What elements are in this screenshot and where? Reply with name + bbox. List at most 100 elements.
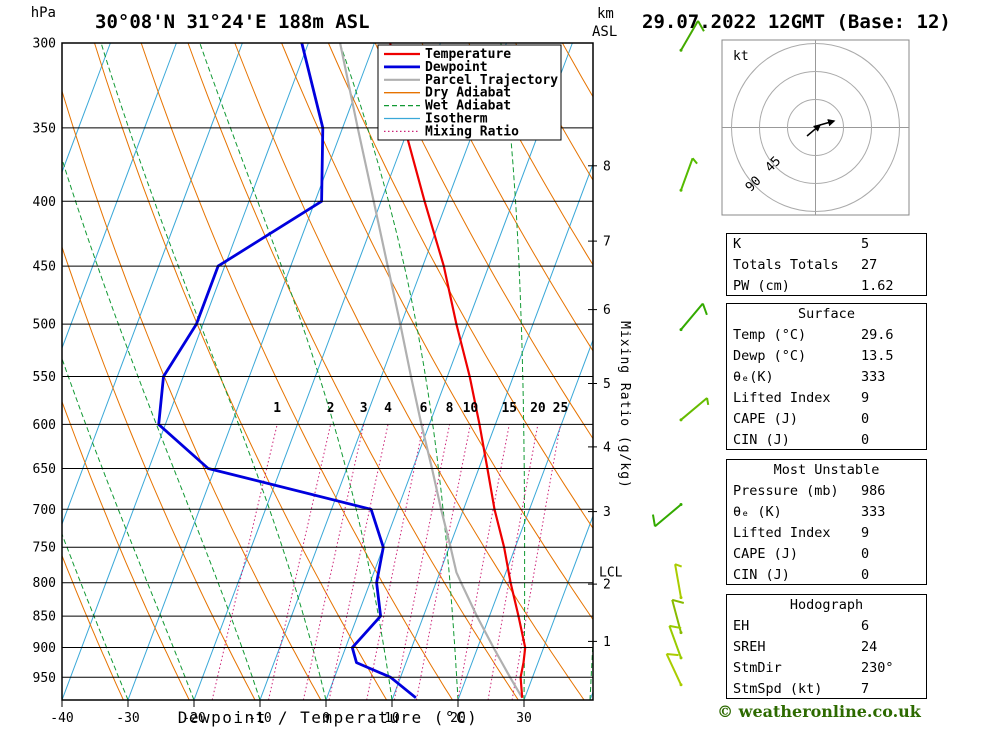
temp-tick-label: -20 (182, 711, 205, 726)
legend-label: Parcel Trajectory (425, 73, 558, 88)
temp-tick-label: -40 (50, 711, 73, 726)
dry-adiabat-line (62, 245, 256, 700)
stat-label: Lifted Index (733, 390, 831, 406)
isotherm-line (62, 43, 111, 174)
mixing-ratio-line (511, 424, 561, 700)
hodograph-table: Hodograph EH 6 SREH 24 StmDir 230° StmSpd (kt)… (726, 594, 927, 699)
mixing-ratio-label: 6 (420, 401, 428, 416)
mixing-ratio-line (487, 424, 539, 700)
wet-adiabat-line (339, 43, 459, 700)
stat-label: EH (733, 618, 750, 634)
temp-tick-label: 20 (450, 711, 466, 726)
wet-adiabat-line (62, 357, 195, 700)
pressure-tick-label: 500 (33, 318, 56, 333)
stat-row: PW (cm) 1.62 (727, 276, 926, 297)
stat-row: CAPE (J) 0 (727, 544, 926, 565)
stat-label: PW (cm) (733, 278, 790, 294)
km-tick-label: 2 (603, 578, 611, 593)
mixing-ratio-line (415, 424, 471, 700)
most-unstable-table: Most Unstable Pressure (mb) 986 θₑ (K) 333 L… (726, 459, 927, 585)
stat-label: SREH (733, 639, 766, 655)
indices-rows: K 5 Totals Totals 27 PW (cm) 1.62 (727, 234, 926, 297)
dry-adiabat-line (468, 43, 593, 266)
stat-label: CIN (J) (733, 567, 790, 583)
stat-row: Totals Totals 27 (727, 255, 926, 276)
stat-row: θₑ(K) 333 (727, 367, 926, 388)
hodograph-unit-label: kt (733, 49, 749, 64)
stat-value: 333 (861, 504, 886, 520)
stat-label: CAPE (J) (733, 411, 799, 427)
dry-adiabat-line (374, 43, 593, 440)
pressure-tick-label: 750 (33, 541, 56, 556)
dry-adiabat-line (62, 554, 124, 700)
temp-tick-label: 10 (384, 711, 400, 726)
mixing-ratio-label: 15 (501, 401, 517, 416)
stat-label: Lifted Index (733, 525, 831, 541)
stat-row: Lifted Index 9 (727, 523, 926, 544)
station-title: 30°08'N 31°24'E 188m ASL (95, 11, 370, 33)
pressure-tick-label: 400 (33, 195, 56, 210)
isotherm-line (259, 43, 507, 700)
dry-adiabat-line (327, 43, 593, 530)
km-tick-label: 4 (603, 440, 611, 455)
stat-row: Lifted Index 9 (727, 388, 926, 409)
legend-label: Isotherm (425, 112, 488, 127)
pressure-tick-label: 850 (33, 610, 56, 625)
temp-tick-label: 30 (516, 711, 532, 726)
mixing-ratio-label: 3 (360, 401, 368, 416)
wind-barb (665, 652, 683, 687)
hodograph-table-header: Hodograph (789, 597, 864, 613)
stat-label: K (733, 236, 742, 252)
wind-barb (674, 563, 683, 600)
dry-adiabat-line (140, 43, 453, 700)
stat-label: CAPE (J) (733, 546, 799, 562)
stat-row: Dewp (°C) 13.5 (727, 346, 926, 367)
stat-row: Pressure (mb) 986 (727, 481, 926, 502)
mixing-ratio-label: 8 (446, 401, 454, 416)
legend-label: Dry Adiabat (425, 86, 511, 101)
pressure-tick-label: 450 (33, 260, 56, 275)
stat-label: Dewp (°C) (733, 348, 807, 364)
dry-adiabat-line (234, 43, 585, 700)
mixing-ratio-label: 4 (384, 401, 392, 416)
mixing-ratio-line (302, 424, 365, 700)
stat-label: θₑ (K) (733, 504, 782, 520)
stat-row: EH 6 (727, 616, 926, 637)
stat-label: Totals Totals (733, 257, 839, 273)
isotherm-line (457, 338, 593, 700)
temp-tick-label: -30 (116, 711, 139, 726)
x-axis-label: Dewpoint / Temperature (°C) (178, 708, 479, 727)
isotherm-line (62, 43, 309, 700)
isotherm-line (391, 162, 593, 700)
plot-grid (62, 43, 593, 700)
mixing-ratio-label: 10 (463, 401, 479, 416)
stat-value: 24 (861, 639, 878, 655)
hodograph-ring (787, 99, 844, 156)
wind-barb (679, 302, 708, 332)
km-tick-label: 1 (603, 635, 611, 650)
wind-barb (668, 624, 683, 660)
pressure-tick-label: 800 (33, 576, 56, 591)
wet-adiabat-line (500, 43, 526, 700)
pressure-tick-label: 700 (33, 503, 56, 518)
most-unstable-rows: Pressure (mb) 986 θₑ (K) 333 Lifted Index 9 CA… (727, 481, 926, 586)
km-unit-label: km (597, 6, 614, 22)
plot-frame (61, 42, 594, 701)
stat-row: θₑ (K) 333 (727, 502, 926, 523)
footer-credit[interactable]: © weatheronline.co.uk (717, 702, 921, 721)
hodograph-ring (731, 43, 900, 212)
stat-value: 0 (861, 567, 870, 583)
dewpoint-curve (157, 43, 417, 699)
stat-row: StmDir 230° (727, 658, 926, 679)
lcl-label: LCL (599, 565, 623, 580)
dry-adiabat-line (62, 400, 190, 700)
mixing-ratio-line (211, 424, 278, 700)
temp-tick-label: -10 (248, 711, 271, 726)
stat-value: 13.5 (861, 348, 894, 364)
mixing-ratio-label: 25 (553, 401, 569, 416)
